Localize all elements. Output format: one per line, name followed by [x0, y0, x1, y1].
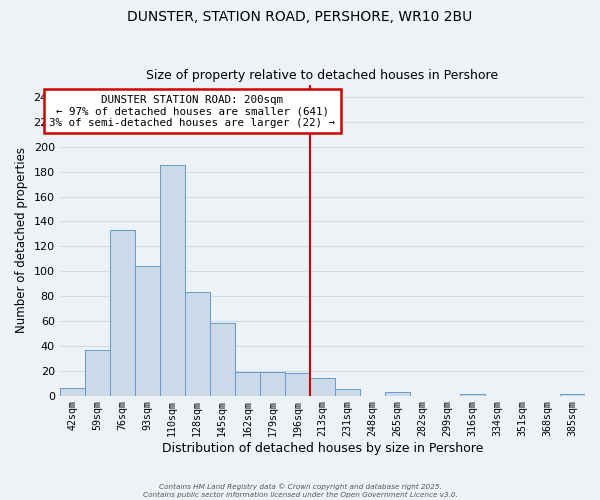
Bar — [185, 292, 210, 396]
Bar — [160, 166, 185, 396]
Bar — [110, 230, 135, 396]
Bar — [59, 388, 85, 396]
Text: Contains HM Land Registry data © Crown copyright and database right 2025.
Contai: Contains HM Land Registry data © Crown c… — [143, 484, 457, 498]
Bar — [385, 392, 410, 396]
X-axis label: Distribution of detached houses by size in Pershore: Distribution of detached houses by size … — [161, 442, 483, 455]
Text: DUNSTER STATION ROAD: 200sqm
← 97% of detached houses are smaller (641)
3% of se: DUNSTER STATION ROAD: 200sqm ← 97% of de… — [49, 94, 335, 128]
Bar — [260, 372, 285, 396]
Bar — [85, 350, 110, 396]
Bar — [560, 394, 585, 396]
Bar — [460, 394, 485, 396]
Y-axis label: Number of detached properties: Number of detached properties — [15, 147, 28, 333]
Bar — [210, 324, 235, 396]
Bar — [310, 378, 335, 396]
Bar — [235, 372, 260, 396]
Bar — [285, 373, 310, 396]
Bar — [335, 390, 360, 396]
Title: Size of property relative to detached houses in Pershore: Size of property relative to detached ho… — [146, 69, 499, 82]
Bar — [135, 266, 160, 396]
Text: DUNSTER, STATION ROAD, PERSHORE, WR10 2BU: DUNSTER, STATION ROAD, PERSHORE, WR10 2B… — [127, 10, 473, 24]
